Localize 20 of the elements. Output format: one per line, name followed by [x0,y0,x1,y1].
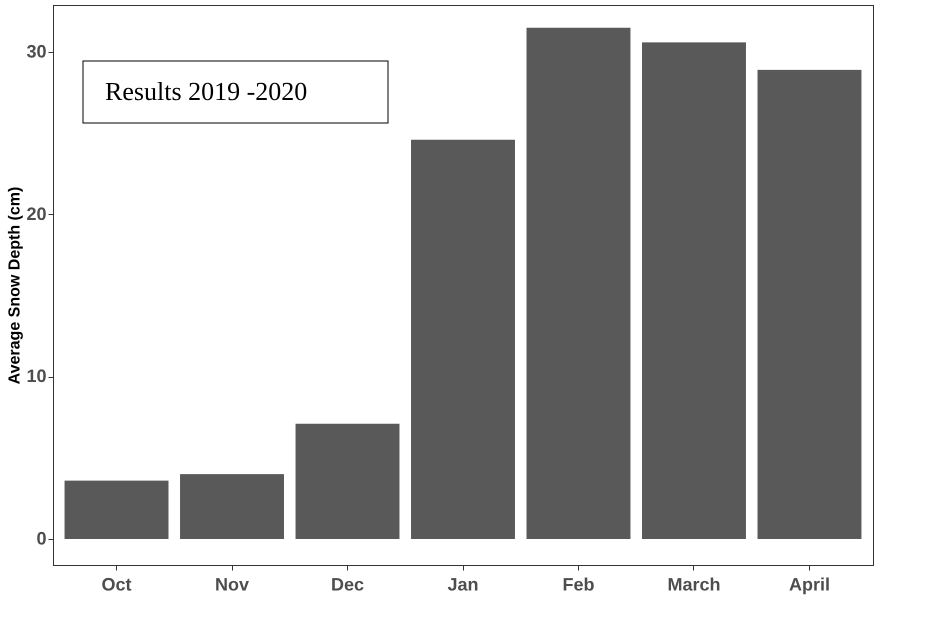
bar [642,42,746,540]
y-axis-title: Average Snow Depth (cm) [6,186,24,384]
y-tick-label: 20 [26,204,46,224]
bar [758,70,862,540]
x-tick-label: Jan [447,574,479,594]
y-tick-label: 0 [36,528,46,549]
bar [411,140,515,540]
x-tick-label: April [788,574,830,594]
bar [180,474,284,540]
annotation: Results 2019 -2020 [105,77,308,106]
bar [526,28,630,540]
x-tick-label: Nov [215,574,250,594]
y-tick-label: 30 [26,42,46,62]
x-tick-label: Oct [102,574,132,594]
x-tick-label: Dec [330,574,364,594]
x-tick-label: Feb [562,574,594,594]
y-tick-label: 10 [26,366,46,386]
x-tick-label: March [667,574,720,594]
bar [64,480,168,540]
bar [296,424,400,540]
